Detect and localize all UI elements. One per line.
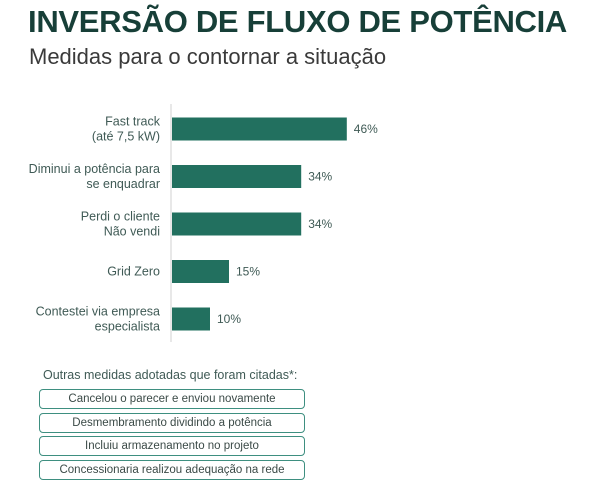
bar-value-label: 15% — [236, 265, 260, 279]
bar — [172, 117, 347, 141]
category-label: Fast track — [105, 115, 161, 129]
category-label: se enquadrar — [86, 177, 160, 191]
bar-value-label: 10% — [217, 312, 241, 326]
others-item: Concessionaria realizou adequação na red… — [39, 459, 305, 480]
bar — [172, 307, 210, 331]
others-list: Cancelou o parecer e enviou novamente De… — [39, 389, 305, 483]
category-label: Diminui a potência para — [29, 162, 160, 176]
bar — [172, 165, 302, 188]
bar — [172, 260, 229, 283]
bar-value-label: 34% — [308, 217, 332, 231]
others-title: Outras medidas adotadas que foram citada… — [43, 368, 298, 382]
category-label: (até 7,5 kW) — [92, 130, 160, 144]
others-item: Desmembramento dividindo a potência — [39, 412, 305, 433]
page-subtitle: Medidas para o contornar a situação — [29, 44, 387, 69]
bar — [172, 212, 302, 236]
category-label: Contestei via empresa — [36, 305, 160, 319]
bar-value-label: 46% — [354, 122, 378, 136]
category-label: Não vendi — [104, 225, 160, 239]
category-label: especialista — [95, 320, 160, 334]
others-item: Incluiu armazenamento no projeto — [39, 436, 305, 457]
bar-value-label: 34% — [308, 170, 332, 184]
bar-chart: 46% Fast track(até 7,5 kW) 34% Diminui a po… — [29, 104, 378, 342]
category-label: Perdi o cliente — [81, 210, 160, 224]
category-label: Grid Zero — [107, 265, 160, 279]
others-item: Cancelou o parecer e enviou novamente — [39, 389, 305, 409]
page-title: INVERSÃO DE FLUXO DE POTÊNCIA — [28, 4, 568, 39]
